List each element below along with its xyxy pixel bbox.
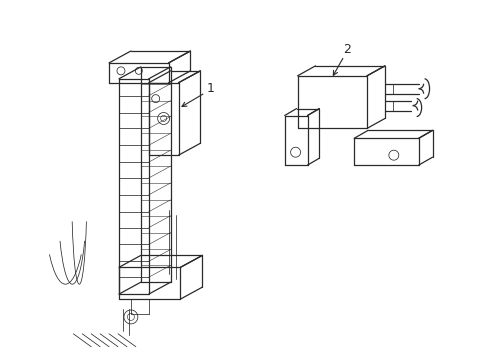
Text: 2: 2 [343, 42, 350, 55]
Text: 1: 1 [206, 82, 214, 95]
